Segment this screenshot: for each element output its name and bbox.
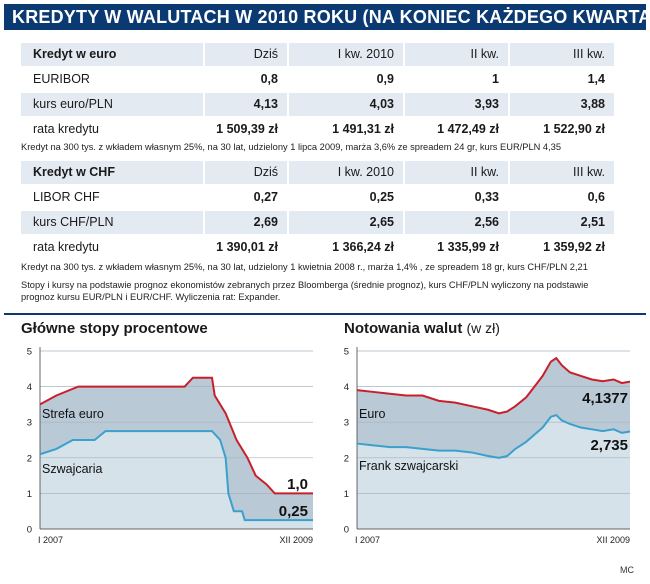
interest-rates-chart: 0 1 2 3 4 5 Strefa euro 1,0 Szwajcaria 0,25 I 2007…	[27, 347, 313, 545]
table-header-cell: I kw. 2010	[289, 43, 403, 66]
table-row: kurs CHF/PLN 2,69 2,65 2,56 2,51	[21, 211, 641, 234]
table-cell: 1 335,99 zł	[405, 236, 508, 259]
chart-title-rates: Główne stopy procentowe	[21, 320, 208, 337]
table-cell: 2,51	[510, 211, 614, 234]
series-end-value-label: 2,735	[590, 437, 628, 454]
table-cell: 1 390,01 zł	[205, 236, 287, 259]
euro-loan-table: Kredyt w euro Dziś I kw. 2010 II kw. III…	[21, 43, 641, 143]
series-end-value-label: 4,1377	[582, 390, 628, 407]
row-label: LIBOR CHF	[21, 186, 203, 209]
euro-table-note: Kredyt na 300 tys. z wkładem własnym 25%…	[21, 142, 562, 152]
table-cell: 0,9	[289, 68, 403, 91]
table-cell: 0,27	[205, 186, 287, 209]
x-end-label: XII 2009	[279, 535, 313, 545]
area-fill-lower	[357, 415, 630, 529]
area-fill-upper	[357, 358, 630, 458]
series-line	[39, 376, 313, 495]
chart-title-text: Notowania walut	[344, 320, 463, 337]
y-tick-label: 2	[344, 453, 349, 464]
series-end-value-label: 0,25	[279, 503, 308, 520]
table-header-cell: III kw.	[510, 43, 614, 66]
y-tick-label: 4	[27, 382, 32, 393]
chart-unit-label: (w zł)	[466, 320, 500, 336]
y-tick-label: 3	[27, 418, 32, 429]
chart-title-currencies: Notowania walut (w zł)	[344, 320, 500, 337]
table-cell: 3,93	[405, 93, 508, 116]
table-cell: 0,6	[510, 186, 614, 209]
table-cell: 2,56	[405, 211, 508, 234]
series-end-value-label: 1,0	[287, 476, 308, 493]
x-end-label: XII 2009	[596, 535, 630, 545]
series-name-label: Frank szwajcarski	[359, 459, 458, 473]
page-title: KREDYTY W WALUTACH W 2010 ROKU (NA KONIE…	[4, 4, 646, 30]
table-cell: 4,03	[289, 93, 403, 116]
row-label: EURIBOR	[21, 68, 203, 91]
row-label: rata kredytu	[21, 236, 203, 259]
author-credit: MC	[620, 565, 634, 575]
table-header-row: Kredyt w CHF Dziś I kw. 2010 II kw. III …	[21, 161, 641, 184]
series-line	[356, 413, 631, 459]
table-cell: 3,88	[510, 93, 614, 116]
area-fill-lower	[40, 431, 313, 529]
table-cell: 4,13	[205, 93, 287, 116]
table-cell: 1	[405, 68, 508, 91]
y-tick-label: 0	[27, 525, 32, 536]
x-start-label: I 2007	[355, 535, 380, 545]
currency-rates-chart: 0 1 2 3 4 5 Euro 4,1377 Frank szwajcarski 2,735 I …	[344, 347, 631, 545]
chf-loan-table: Kredyt w CHF Dziś I kw. 2010 II kw. III …	[21, 161, 641, 261]
area-fill-upper	[40, 377, 313, 521]
row-label: rata kredytu	[21, 118, 203, 141]
table-header-cell: Kredyt w euro	[21, 43, 203, 66]
table-header-cell: I kw. 2010	[289, 161, 403, 184]
y-tick-label: 3	[344, 418, 349, 429]
y-tick-label: 0	[344, 525, 349, 536]
table-cell: 0,8	[205, 68, 287, 91]
table-cell: 1 472,49 zł	[405, 118, 508, 141]
source-note: Stopy i kursy na podstawie prognoz ekono…	[21, 280, 589, 302]
table-header-row: Kredyt w euro Dziś I kw. 2010 II kw. III…	[21, 43, 641, 66]
table-row: rata kredytu 1 390,01 zł 1 366,24 zł 1 3…	[21, 236, 641, 259]
y-tick-label: 5	[27, 347, 32, 358]
series-line	[39, 430, 313, 522]
table-cell: 0,25	[289, 186, 403, 209]
table-header-cell: II kw.	[405, 161, 508, 184]
table-row: kurs euro/PLN 4,13 4,03 3,93 3,88	[21, 93, 641, 116]
table-cell: 1,4	[510, 68, 614, 91]
y-tick-label: 2	[27, 453, 32, 464]
x-start-label: I 2007	[38, 535, 63, 545]
series-name-label: Euro	[359, 407, 385, 421]
y-tick-label: 1	[344, 489, 349, 500]
table-cell: 1 366,24 zł	[289, 236, 403, 259]
table-cell: 0,33	[405, 186, 508, 209]
table-header-cell: III kw.	[510, 161, 614, 184]
series-name-label: Szwajcaria	[42, 462, 102, 476]
table-cell: 2,65	[289, 211, 403, 234]
table-header-cell: II kw.	[405, 43, 508, 66]
table-cell: 1 359,92 zł	[510, 236, 614, 259]
table-header-cell: Kredyt w CHF	[21, 161, 203, 184]
table-row: LIBOR CHF 0,27 0,25 0,33 0,6	[21, 186, 641, 209]
table-row: EURIBOR 0,8 0,9 1 1,4	[21, 68, 641, 91]
y-tick-label: 1	[27, 489, 32, 500]
section-divider	[4, 313, 646, 315]
row-label: kurs euro/PLN	[21, 93, 203, 116]
table-cell: 1 509,39 zł	[205, 118, 287, 141]
chf-table-note: Kredyt na 300 tys. z wkładem własnym 25%…	[21, 262, 588, 272]
table-header-cell: Dziś	[205, 43, 287, 66]
table-cell: 1 522,90 zł	[510, 118, 614, 141]
series-line	[356, 356, 631, 415]
y-tick-label: 4	[344, 382, 349, 393]
table-cell: 1 491,31 zł	[289, 118, 403, 141]
table-cell: 2,69	[205, 211, 287, 234]
y-tick-label: 5	[344, 347, 349, 358]
row-label: kurs CHF/PLN	[21, 211, 203, 234]
table-header-cell: Dziś	[205, 161, 287, 184]
series-name-label: Strefa euro	[42, 407, 104, 421]
table-row: rata kredytu 1 509,39 zł 1 491,31 zł 1 4…	[21, 118, 641, 141]
